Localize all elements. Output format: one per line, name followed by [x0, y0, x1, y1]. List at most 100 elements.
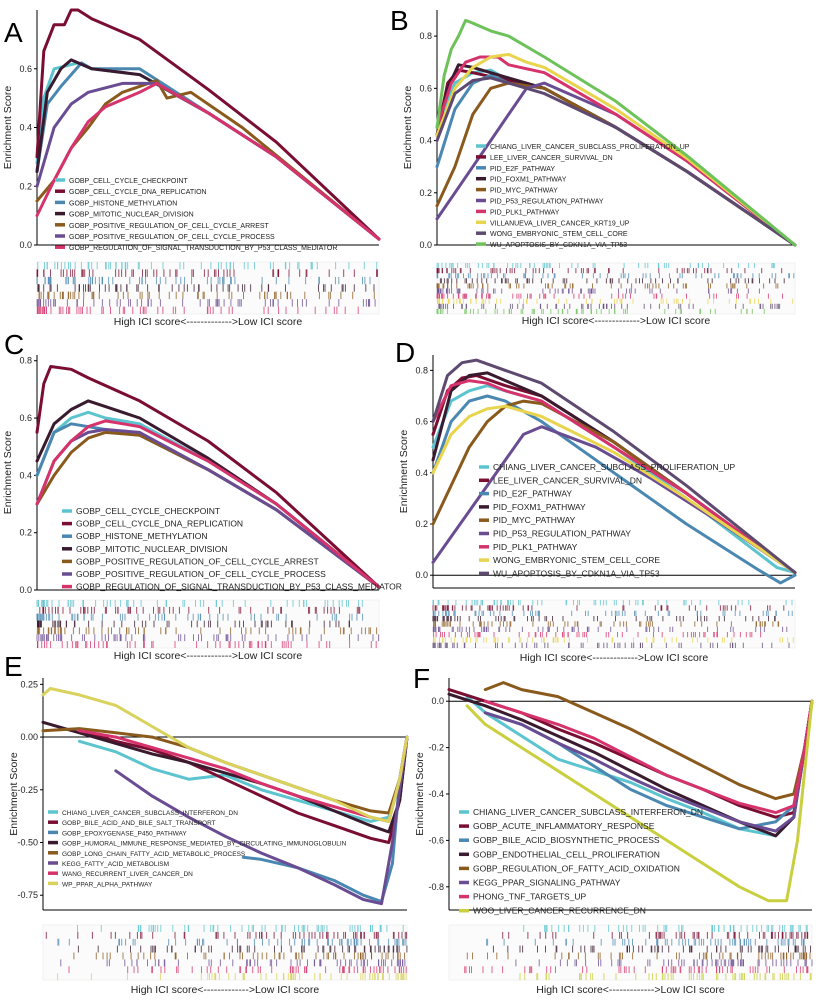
legend-label: LEE_LIVER_CANCER_SURVIVAL_DN — [490, 155, 613, 162]
legend-label: PID_FOXM1_PATHWAY — [490, 177, 567, 184]
y-tick-label: 0.2 — [415, 519, 428, 529]
x-axis-caption: High ICI score<------------->Low ICI sco… — [520, 652, 709, 664]
panel-letter: C — [4, 329, 24, 360]
legend-label: GOBP_POSITIVE_REGULATION_OF_CELL_CYCLE_P… — [76, 569, 326, 579]
legend-label: GOBP_HUMORAL_IMMUNE_RESPONSE_MEDIATED_BY… — [62, 841, 347, 848]
legend-label: GOBP_CELL_CYCLE_CHECKPOINT — [69, 178, 188, 185]
series-line — [41, 687, 409, 823]
barcode-strip — [432, 599, 796, 649]
legend-label: GOBP_REGULATION_OF_FATTY_ACID_OXIDATION — [473, 863, 680, 873]
legend-label: PID_PLK1_PATHWAY — [490, 209, 560, 216]
y-axis-label: Enrichment Score — [398, 430, 410, 514]
series-line — [431, 425, 797, 575]
y-tick-label: 0.4 — [19, 470, 32, 480]
panel-letter: E — [4, 651, 23, 682]
barcode-strip — [436, 262, 796, 315]
legend-label: GOBP_MITOTIC_NUCLEAR_DIVISION — [69, 212, 194, 219]
legend-label: CHIANG_LIVER_CANCER_SUBCLASS_INTERFERON_… — [473, 807, 703, 817]
legend-label: GOBP_HISTONE_METHYLATION — [76, 531, 207, 541]
y-tick-label: 0.2 — [19, 528, 32, 538]
legend-label: VILLANUEVA_LIVER_CANCER_KRT19_UP — [490, 220, 630, 227]
legend-label: GOBP_ENDOTHELIAL_CELL_PROLIFERATION — [473, 849, 660, 859]
panel-letter: F — [413, 663, 430, 694]
y-tick-label: -0.25 — [17, 785, 38, 795]
y-tick-label: 0.25 — [20, 679, 38, 689]
legend-label: PID_E2F_PATHWAY — [490, 166, 555, 173]
legend-label: WU_APOPTOSIS_BY_CDKN1A_VIA_TP53 — [490, 242, 627, 249]
y-axis-label: Enrichment Score — [402, 86, 414, 170]
series-line — [41, 727, 409, 815]
y-tick-label: 0.0 — [419, 240, 432, 250]
legend-label: PID_E2F_PATHWAY — [493, 489, 572, 499]
panel-letter: B — [390, 5, 409, 36]
legend-label: GOBP_POSITIVE_REGULATION_OF_CELL_CYCLE_A… — [76, 556, 319, 566]
y-tick-label: 0.0 — [431, 696, 444, 706]
panel-e: E -0.75 -0.50 -0.25 0.00 0.25 Enrichment Score… — [4, 651, 409, 996]
series-line — [483, 699, 814, 833]
series-line — [483, 681, 814, 801]
series-line — [435, 52, 797, 247]
barcode-strip — [36, 261, 380, 315]
panel-letter: A — [4, 17, 23, 48]
x-axis-caption: High ICI score<------------->Low ICI sco… — [114, 316, 303, 328]
legend-label: CHIANG_LIVER_CANCER_SUBCLASS_INTERFERON_… — [62, 810, 238, 817]
series-line — [431, 399, 797, 575]
y-tick-label: -0.6 — [428, 835, 444, 845]
legend-label: GOBP_HISTONE_METHYLATION — [69, 200, 177, 207]
series-line — [35, 81, 381, 241]
y-tick-label: 0.4 — [419, 136, 432, 146]
series-line — [35, 419, 381, 589]
legend-label: GOBP_ACUTE_INFLAMMATORY_RESPONSE — [473, 821, 655, 831]
legend-label: GOBP_POSITIVE_REGULATION_OF_CELL_CYCLE_P… — [69, 234, 275, 241]
legend-label: WP_PPAR_ALPHA_PATHWAY — [62, 881, 153, 888]
legend-label: PID_P53_REGULATION_PATHWAY — [490, 199, 604, 206]
legend-label: GOBP_LONG_CHAIN_FATTY_ACID_METABOLIC_PRO… — [62, 851, 246, 858]
legend-label: WONG_EMBRYONIC_STEM_CELL_CORE — [490, 231, 628, 238]
y-tick-label: 0.4 — [415, 468, 428, 478]
series-line — [431, 358, 797, 575]
legend-label: CHIANG_LIVER_CANCER_SUBCLASS_PROLIFERATI… — [490, 144, 690, 151]
legend-label: KEGG_PPAR_SIGNALING_PATHWAY — [473, 878, 621, 888]
y-tick-label: 0.4 — [19, 123, 32, 133]
x-axis-caption: High ICI score<------------->Low ICI sco… — [522, 315, 711, 327]
y-axis-label: Enrichment Score — [2, 86, 14, 170]
series-line — [431, 379, 797, 575]
panel-f: F -0.8 -0.6 -0.4 -0.2 0.0 Enrichment Score CHIA… — [413, 663, 814, 996]
series-line — [435, 18, 797, 247]
legend-label: WONG_EMBRYONIC_STEM_CELL_CORE — [493, 555, 660, 565]
legend-label: PID_MYC_PATHWAY — [490, 188, 558, 195]
series-line — [35, 365, 381, 589]
legend-label: GOBP_CELL_CYCLE_DNA_REPLICATION — [76, 519, 243, 529]
panel-b: B 0.0 0.2 0.4 0.6 0.8 Enrichment Score CHIANG_L… — [390, 5, 797, 327]
series-line — [35, 8, 381, 241]
y-tick-label: 0.6 — [19, 413, 32, 423]
y-tick-label: 0.6 — [415, 417, 428, 427]
barcode-strip — [36, 599, 380, 649]
y-tick-label: 0.2 — [19, 181, 32, 191]
legend-label: PID_FOXM1_PATHWAY — [493, 502, 586, 512]
legend-label: GOBP_BILE_ACID_AND_BILE_SALT_TRANSPORT — [62, 820, 216, 827]
panel-c: C 0.0 0.2 0.4 0.6 0.8 Enrichment Score GOBP_CEL… — [2, 329, 402, 662]
y-tick-label: 0.8 — [415, 365, 428, 375]
legend-label: PID_MYC_PATHWAY — [493, 515, 576, 525]
legend-label: GOBP_REGULATION_OF_SIGNAL_TRANSDUCTION_B… — [69, 245, 337, 252]
y-tick-label: 0.6 — [419, 83, 432, 93]
legend-label: GOBP_EPOXYGENASE_P450_PATHWAY — [62, 830, 187, 837]
series-line — [77, 729, 409, 844]
panel-d: D 0.0 0.2 0.4 0.6 0.8 Enrichment Score CHIANG_L… — [395, 337, 797, 664]
legend-label: CHIANG_LIVER_CANCER_SUBCLASS_PROLIFERATI… — [493, 462, 735, 472]
y-tick-label: 0.0 — [19, 240, 32, 250]
panel-letter: D — [395, 337, 415, 368]
y-axis-label: Enrichment Score — [2, 431, 14, 515]
y-tick-label: -0.75 — [17, 890, 38, 900]
y-tick-label: -0.2 — [428, 743, 444, 753]
legend-label: GOBP_BILE_ACID_BIOSYNTHETIC_PROCESS — [473, 835, 660, 845]
legend-label: GOBP_POSITIVE_REGULATION_OF_CELL_CYCLE_A… — [69, 223, 270, 230]
series-line — [431, 394, 797, 585]
y-tick-label: 0.2 — [419, 188, 432, 198]
legend-label: GOBP_CELL_CYCLE_DNA_REPLICATION — [69, 189, 207, 196]
series-line — [435, 55, 797, 247]
legend-label: PID_P53_REGULATION_PATHWAY — [493, 529, 631, 539]
legend-label: LEE_LIVER_CANCER_SURVIVAL_DN — [493, 475, 642, 485]
